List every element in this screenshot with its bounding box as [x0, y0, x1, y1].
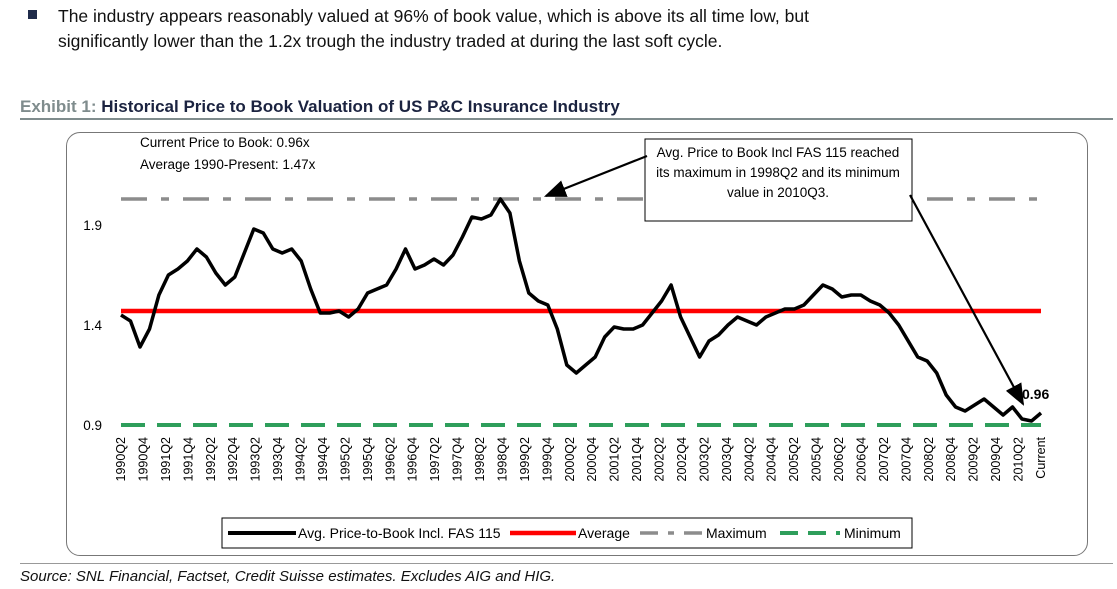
- x-tick-label: 1994Q4: [316, 437, 330, 482]
- annotation-line-3: value in 2010Q3.: [727, 185, 829, 200]
- x-tick-label: 1992Q2: [204, 437, 218, 482]
- y-tick-label: 1.4: [83, 318, 102, 333]
- x-tick-label: 1999Q2: [518, 437, 532, 482]
- bullet-square-icon: [28, 10, 37, 19]
- x-tick-label: 2007Q4: [899, 437, 913, 482]
- x-tick-label: 2003Q2: [697, 437, 711, 482]
- info-line-1: Current Price to Book: 0.96x: [140, 135, 310, 150]
- annotation-arrows: [543, 154, 1025, 406]
- x-tick-label: 2005Q2: [787, 437, 801, 482]
- x-tick-label: 2001Q4: [630, 437, 644, 482]
- y-tick-label: 1.9: [83, 218, 102, 233]
- price-to-book-line: [120, 197, 1043, 423]
- current-value-label: 0.96: [1022, 386, 1049, 402]
- x-tick-label: 1994Q2: [294, 437, 308, 482]
- x-tick-label: 2002Q4: [675, 437, 689, 482]
- legend-label-2: Average: [578, 525, 630, 541]
- x-tick-label: 1995Q2: [338, 437, 352, 482]
- chart-panel: [66, 132, 1088, 556]
- x-tick-label: 1990Q2: [114, 437, 128, 482]
- x-tick-label: 1996Q4: [406, 437, 420, 482]
- x-tick-label: 2009Q4: [989, 437, 1003, 482]
- chart-legend: Avg. Price-to-Book Incl. FAS 115 Average M…: [221, 517, 913, 549]
- x-tick-label: 2003Q4: [720, 437, 734, 482]
- x-tick-label: 1991Q4: [181, 437, 195, 482]
- x-tick-label: 1997Q2: [428, 437, 442, 482]
- x-tick-label: 2002Q2: [653, 437, 667, 482]
- x-tick-label: 2010Q2: [1012, 437, 1026, 482]
- exhibit-number: Exhibit 1:: [20, 97, 97, 116]
- source-rule: [20, 563, 1113, 564]
- x-tick-label: 2008Q4: [944, 437, 958, 482]
- x-tick-label: 1990Q4: [136, 437, 150, 482]
- x-tick-label: 1998Q4: [495, 437, 509, 482]
- exhibit-heading: Exhibit 1: Historical Price to Book Valu…: [20, 97, 620, 117]
- annotation-line-1: Avg. Price to Book Incl FAS 115 reached: [657, 145, 900, 160]
- x-tick-label: Current: [1034, 436, 1048, 478]
- x-tick-label: 2001Q2: [608, 437, 622, 482]
- y-axis: 0.9 1.4 1.9: [83, 218, 102, 433]
- x-tick-label: 2006Q2: [832, 437, 846, 482]
- x-tick-label: 1999Q4: [540, 437, 554, 482]
- x-tick-label: 1998Q2: [473, 437, 487, 482]
- heading-rule: [20, 118, 1113, 120]
- x-tick-label: 2004Q4: [765, 437, 779, 482]
- x-tick-label: 2005Q4: [810, 437, 824, 482]
- legend-label-4: Minimum: [844, 525, 901, 541]
- x-tick-label: 1995Q4: [361, 437, 375, 482]
- legend-label-3: Maximum: [706, 525, 767, 541]
- x-tick-label: 2009Q2: [967, 437, 981, 482]
- x-tick-label: 2000Q4: [585, 437, 599, 482]
- exhibit-title: Historical Price to Book Valuation of US…: [101, 97, 620, 116]
- arrow-to-minimum: [909, 194, 1025, 406]
- x-tick-label: 2007Q2: [877, 437, 891, 482]
- x-tick-label: 1991Q2: [159, 437, 173, 482]
- x-tick-label: 1997Q4: [451, 437, 465, 482]
- x-tick-label: 1993Q2: [249, 437, 263, 482]
- x-axis: 1990Q2 1990Q4 1991Q2 1991Q4 1992Q2 1992Q4 1993…: [114, 436, 1048, 481]
- x-tick-label: 2000Q2: [563, 437, 577, 482]
- x-tick-label: 1996Q2: [383, 437, 397, 482]
- source-note: Source: SNL Financial, Factset, Credit S…: [20, 568, 556, 585]
- annotation-box: Avg. Price to Book Incl FAS 115 reached …: [644, 138, 913, 222]
- arrow-to-maximum: [543, 154, 648, 198]
- info-line-2: Average 1990-Present: 1.47x: [140, 157, 316, 172]
- chart-lines: [120, 197, 1043, 427]
- x-tick-label: 1992Q4: [226, 437, 240, 482]
- bullet-text: The industry appears reasonably valued a…: [58, 6, 809, 51]
- legend-label-1: Avg. Price-to-Book Incl. FAS 115: [298, 525, 501, 541]
- annotation-line-2: its maximum in 1998Q2 and its minimum: [656, 165, 900, 180]
- x-tick-label: 1993Q4: [271, 437, 285, 482]
- x-tick-label: 2004Q2: [742, 437, 756, 482]
- x-tick-label: 2008Q2: [922, 437, 936, 482]
- x-tick-label: 2006Q4: [854, 437, 868, 482]
- y-tick-label: 0.9: [83, 418, 102, 433]
